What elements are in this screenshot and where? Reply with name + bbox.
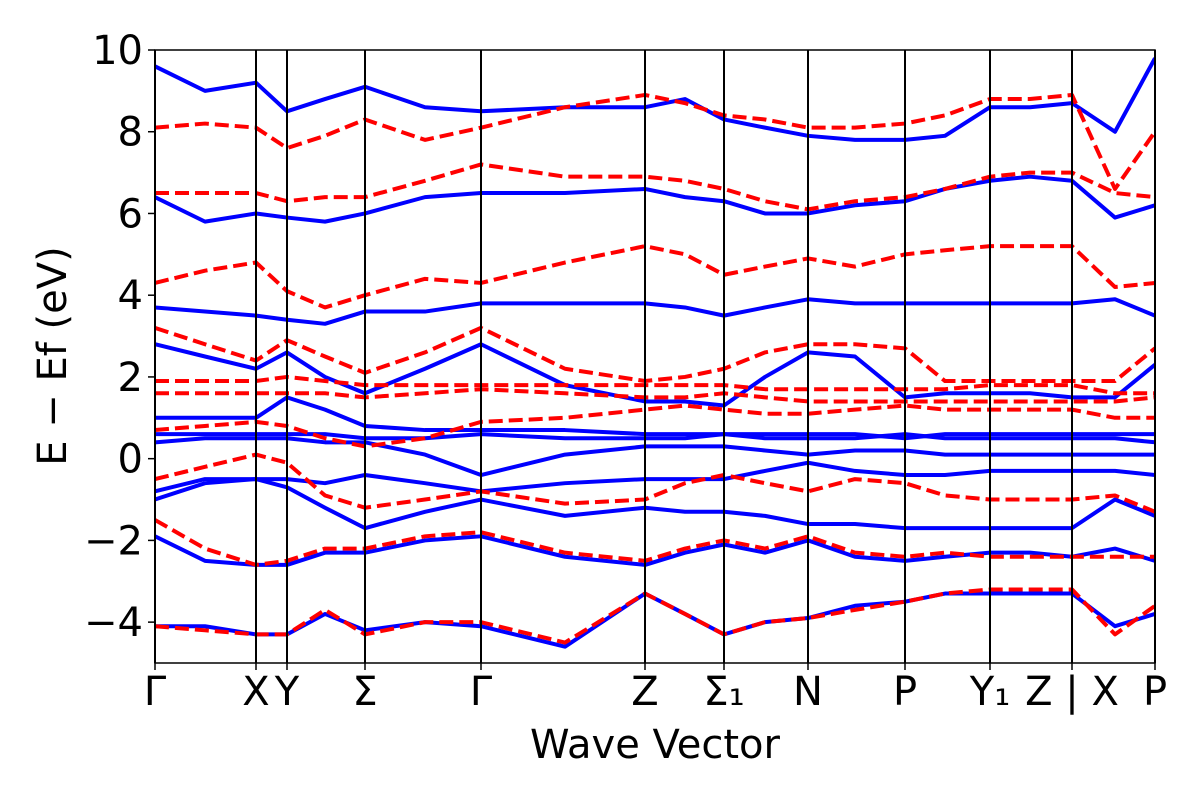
- y-tick-label: 2: [118, 355, 143, 401]
- band-line: [155, 57, 1155, 142]
- plot-area: [155, 57, 1155, 649]
- band-line: [155, 92, 1155, 191]
- y-tick-label: 8: [118, 110, 143, 156]
- x-tick-label: Y: [274, 669, 300, 715]
- x-tick-label: Z: [631, 669, 658, 715]
- x-tick-label: Γ: [144, 669, 167, 715]
- x-tick-label: Σ₁: [703, 669, 744, 715]
- band-line: [155, 325, 1155, 384]
- x-tick-label: Z | X: [1025, 669, 1119, 715]
- x-tick-label: N: [793, 669, 823, 715]
- band-line: [155, 395, 1155, 441]
- band-line: [155, 452, 1155, 514]
- y-tick-label: 6: [118, 191, 143, 237]
- x-tick-label: P: [893, 669, 917, 715]
- y-tick-label: −4: [84, 600, 143, 646]
- x-axis-label: Wave Vector: [530, 722, 781, 768]
- band-line: [155, 403, 1155, 449]
- band-line: [155, 436, 1155, 478]
- y-tick-label: 10: [92, 28, 143, 74]
- x-tick-label: Σ: [352, 669, 377, 715]
- band-line: [155, 387, 1155, 404]
- y-tick-label: 4: [118, 273, 143, 319]
- y-axis-label: E − Ef (eV): [30, 246, 76, 465]
- band-line: [155, 518, 1155, 567]
- band-line: [155, 342, 1155, 408]
- x-tick-label: P: [1143, 669, 1167, 715]
- plot-frame: [154, 49, 1156, 664]
- band-line: [155, 374, 1155, 396]
- band-line: [155, 174, 1155, 224]
- y-tick-label: −2: [84, 518, 143, 564]
- band-line: [155, 460, 1155, 494]
- x-tick-label: Y₁: [969, 669, 1010, 715]
- band-line: [155, 534, 1155, 567]
- band-line: [155, 477, 1155, 531]
- band-line: [155, 587, 1155, 645]
- band-line: [155, 162, 1155, 212]
- band-line: [155, 591, 1155, 649]
- band-line: [155, 244, 1155, 310]
- band-line: [155, 297, 1155, 326]
- x-tick-label: X: [242, 669, 269, 715]
- x-tick-label: Γ: [470, 669, 493, 715]
- y-tick-label: 0: [118, 437, 143, 483]
